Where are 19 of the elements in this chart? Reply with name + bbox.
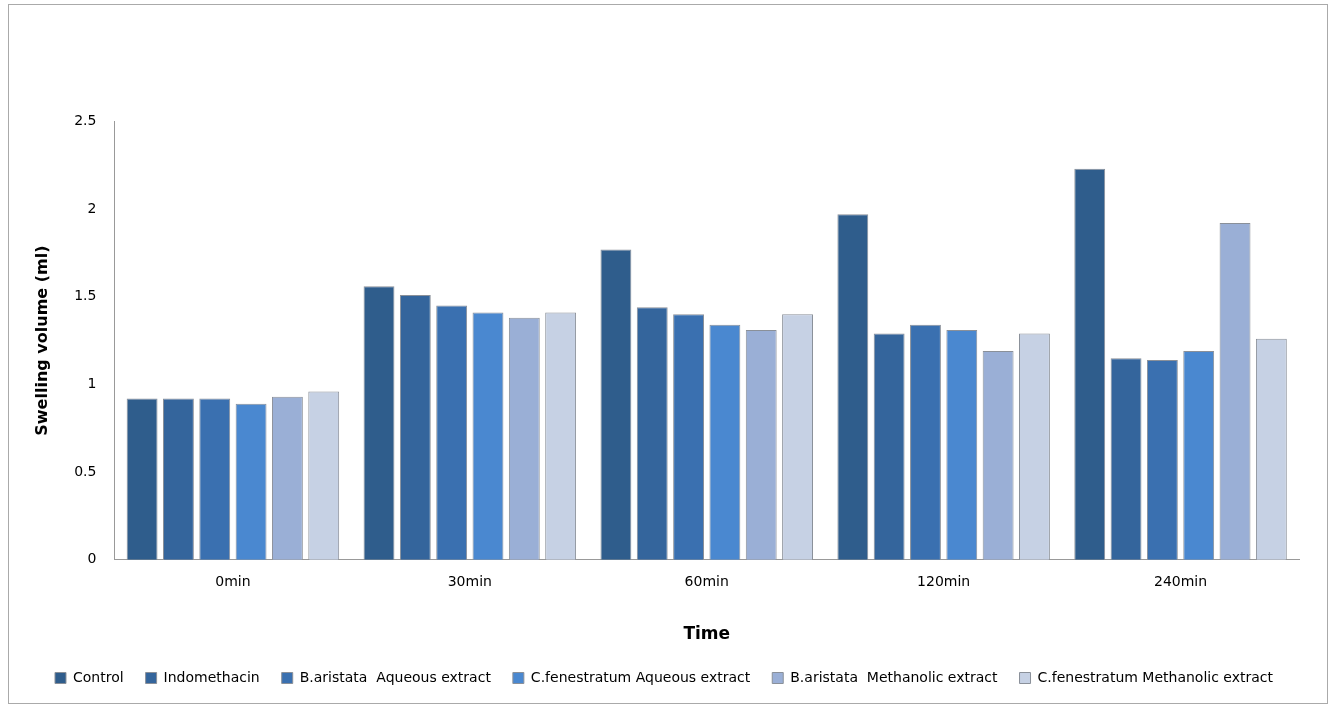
x-tick-label: 30min (447, 572, 492, 589)
y-tick-label: 2 (87, 199, 97, 216)
x-tick-label: 60min (684, 572, 729, 589)
y-tick-label: 2.5 (74, 112, 97, 129)
x-tick-label: 240min (1153, 572, 1208, 589)
x-tick-label: 120min (917, 572, 971, 589)
x-tick-label: 0min (215, 572, 251, 589)
legend-label: Control (73, 668, 124, 685)
legend-label: C.fenestratum Aqueous extract (530, 668, 751, 685)
legend-label: C.fenestratum Methanolic extract (1037, 668, 1274, 685)
y-tick-label: 1 (87, 375, 97, 392)
x-axis-title: Time (683, 623, 731, 644)
y-tick-label: 0 (87, 550, 97, 567)
y-tick-label: 0.5 (74, 462, 97, 479)
legend-label: B.aristata Aqueous extract (299, 668, 492, 685)
y-tick-label: 1.5 (74, 287, 97, 304)
legend-label: Indomethacin (163, 668, 260, 685)
y-axis-title: Swelling volume (ml) (31, 245, 51, 436)
legend-label: B.aristata Methanolic extract (790, 668, 999, 685)
